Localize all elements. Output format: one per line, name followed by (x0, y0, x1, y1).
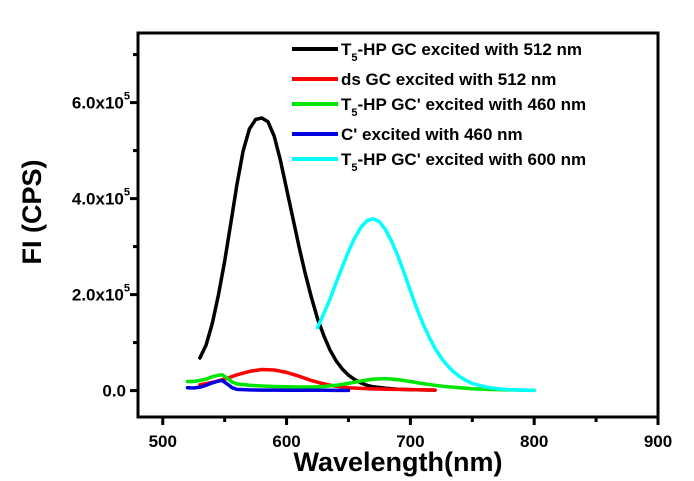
y-tick-label: 4.0x105 (72, 187, 130, 209)
y-tick-label: 0.0 (102, 382, 126, 401)
legend-label: C' excited with 460 nm (341, 125, 523, 144)
y-axis-title: FI (CPS) (17, 160, 47, 265)
y-axis-ticks: 0.0 2.0x105 4.0x105 6.0x105 (72, 53, 138, 401)
series-line-4 (185, 378, 351, 393)
plot-frame (136, 31, 660, 419)
legend-label: T5-HP GC' excited with 600 nm (341, 150, 586, 174)
legend-label: T5-HP GC excited with 512 nm (341, 40, 582, 64)
legend-label: T5-HP GC' excited with 460 nm (341, 95, 586, 119)
x-tick-label: 700 (396, 432, 424, 451)
series-line-5 (315, 217, 536, 393)
plot-curves (185, 116, 536, 393)
x-tick-label: 500 (149, 432, 177, 451)
x-axis-ticks: 500 600 700 800 900 (149, 417, 672, 451)
series-line-1 (198, 116, 437, 392)
series-line-3 (185, 373, 536, 393)
x-tick-label: 600 (272, 432, 300, 451)
legend-label: ds GC excited with 512 nm (341, 70, 556, 89)
legend: T5-HP GC excited with 512 nm ds GC excite… (292, 40, 586, 174)
y-tick-label: 2.0x105 (72, 283, 130, 305)
series-line-2 (198, 367, 437, 392)
x-tick-label: 800 (520, 432, 548, 451)
x-axis-title: Wavelength(nm) (294, 447, 503, 477)
y-tick-label: 6.0x105 (72, 91, 130, 113)
x-tick-label: 900 (644, 432, 672, 451)
